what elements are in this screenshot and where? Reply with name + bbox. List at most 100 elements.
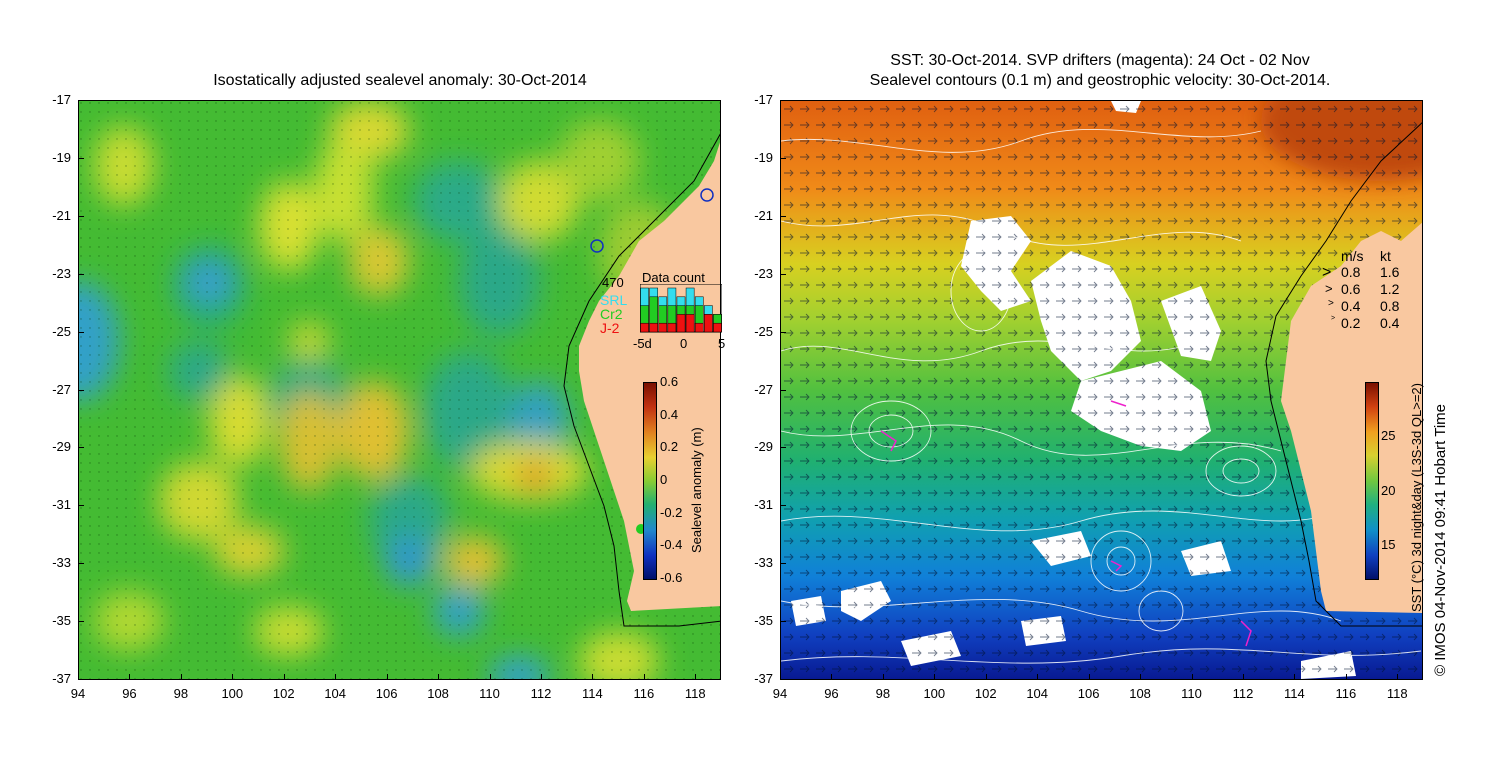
y-tick-label: -35 xyxy=(754,613,773,629)
y-tick-label: -19 xyxy=(754,149,773,165)
y-tick-label: -33 xyxy=(52,555,71,571)
x-tick-label: 102 xyxy=(272,686,295,701)
count-tick: 5 xyxy=(718,336,726,351)
tick-mark xyxy=(78,215,84,217)
x-tick-label: 106 xyxy=(1077,686,1100,701)
tick-mark xyxy=(643,674,645,680)
y-tick-label: -27 xyxy=(52,381,71,397)
tick-mark xyxy=(232,674,234,680)
velocity-ms-value: 0.8 xyxy=(1341,264,1361,280)
right-map-title-line1: SST: 30-Oct-2014. SVP drifters (magenta)… xyxy=(890,52,1310,69)
legend-srl: SRL xyxy=(600,292,628,308)
colorbar-tick: 0 xyxy=(660,472,668,487)
count-bar-j2 xyxy=(667,322,677,333)
x-tick-label: 94 xyxy=(772,686,788,701)
left-map-title: Isostatically adjusted sealevel anomaly:… xyxy=(213,72,587,89)
tick-mark xyxy=(780,157,786,159)
colorbar-tick: 25 xyxy=(1381,428,1396,444)
y-tick-label: -17 xyxy=(754,92,773,107)
tick-mark xyxy=(386,674,388,680)
tick-mark xyxy=(540,674,542,680)
tick-mark xyxy=(780,563,786,565)
tick-mark xyxy=(78,100,84,101)
tick-mark xyxy=(1345,674,1347,680)
tick-mark xyxy=(78,447,84,449)
svp-drifter-tracks xyxy=(880,400,1252,647)
tick-mark xyxy=(1037,674,1039,680)
y-tick-label: -37 xyxy=(754,671,773,686)
tick-mark xyxy=(1088,674,1090,680)
x-tick-label: 102 xyxy=(974,686,997,701)
tick-mark xyxy=(78,273,84,275)
sst-map[interactable] xyxy=(780,100,1423,680)
count-tick: 0 xyxy=(680,336,688,351)
y-tick-label: -27 xyxy=(754,381,773,397)
tick-mark xyxy=(78,157,84,159)
tick-mark xyxy=(780,621,786,623)
x-tick-label: 98 xyxy=(875,686,891,701)
sst-colorbar xyxy=(1365,382,1379,580)
tick-mark xyxy=(1191,674,1193,680)
tick-mark xyxy=(180,674,182,680)
y-tick-label: -29 xyxy=(754,439,773,455)
velocity-header-kt: kt xyxy=(1380,248,1391,264)
tick-mark xyxy=(695,674,697,680)
sst-map-svg xyxy=(781,101,1422,679)
sla-colorbar-label: Sealevel anomaly (m) xyxy=(689,427,704,553)
tick-mark xyxy=(780,273,786,275)
y-tick-label: -25 xyxy=(52,323,71,339)
right-map-title-line2: Sealevel contours (0.1 m) and geostrophi… xyxy=(869,72,1331,89)
tick-mark xyxy=(283,674,285,680)
tick-mark xyxy=(438,674,440,680)
x-tick-label: 96 xyxy=(824,686,839,701)
sealevel-contours xyxy=(781,128,1422,664)
y-tick-label: -21 xyxy=(754,207,773,223)
tick-mark xyxy=(78,679,84,680)
colorbar-tick: 20 xyxy=(1381,482,1396,498)
tick-mark xyxy=(1294,674,1296,680)
tick-mark xyxy=(78,563,84,565)
colorbar-tick: 15 xyxy=(1381,537,1396,553)
tick-mark xyxy=(592,674,594,680)
count-bar-j2 xyxy=(649,322,658,333)
count-tick: -5d xyxy=(633,336,652,351)
colorbar-tick: 0.4 xyxy=(660,406,679,422)
tick-mark xyxy=(78,389,84,391)
legend-j2: J-2 xyxy=(600,320,620,336)
tick-mark xyxy=(335,674,337,680)
tick-mark xyxy=(129,674,131,680)
velocity-header-ms: m/s xyxy=(1341,248,1364,264)
x-tick-label: 104 xyxy=(1026,686,1049,701)
velocity-ms-value: 0.6 xyxy=(1341,281,1361,297)
x-tick-label: 110 xyxy=(1181,686,1202,701)
tick-mark xyxy=(934,674,936,680)
tick-mark xyxy=(882,674,884,680)
y-tick-label: -23 xyxy=(52,265,71,281)
y-tick-label: -33 xyxy=(754,555,773,571)
velocity-kt-value: 0.8 xyxy=(1380,298,1400,314)
x-tick-label: 118 xyxy=(684,686,706,701)
tick-mark xyxy=(1397,674,1399,680)
tick-mark xyxy=(780,674,781,680)
tick-mark xyxy=(78,331,84,333)
tick-mark xyxy=(780,215,786,217)
tick-mark xyxy=(780,389,786,391)
tick-mark xyxy=(831,674,833,680)
copyright-notice: © IMOS 04-Nov-2014 09:41 Hobart Time xyxy=(1432,403,1449,676)
colorbar-tick: -0.2 xyxy=(660,504,683,520)
data-count-total: 470 xyxy=(602,275,624,290)
tick-mark xyxy=(780,447,786,449)
x-tick-label: 112 xyxy=(530,686,552,701)
velocity-kt-value: 1.2 xyxy=(1380,281,1400,297)
x-tick-label: 108 xyxy=(1129,686,1151,701)
y-tick-label: -23 xyxy=(754,265,773,281)
y-tick-label: -35 xyxy=(52,613,71,629)
x-tick-label: 110 xyxy=(479,686,500,701)
sealevel-anomaly-map[interactable] xyxy=(78,100,721,680)
colorbar-tick: 0.6 xyxy=(660,374,679,389)
y-tick-label: -37 xyxy=(52,671,71,686)
y-tick-label: -25 xyxy=(754,323,773,339)
tick-mark xyxy=(78,505,84,507)
tick-mark xyxy=(78,674,79,680)
x-tick-label: 100 xyxy=(923,686,946,701)
